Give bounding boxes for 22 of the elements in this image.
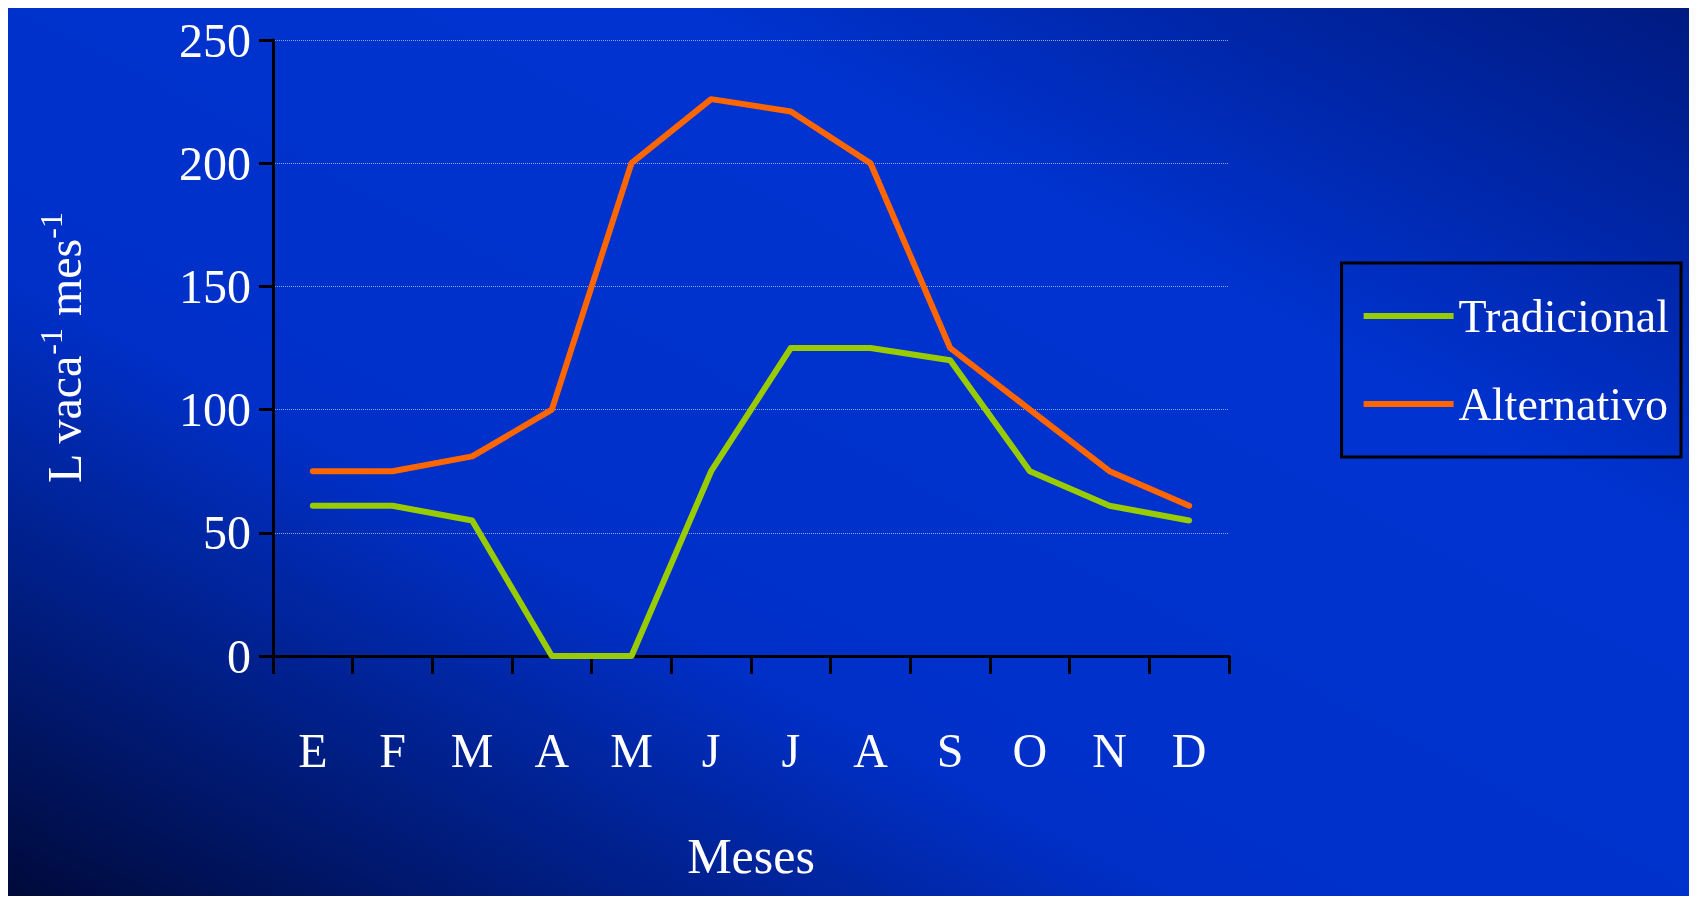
x-tick-label: M bbox=[450, 723, 494, 777]
legend-label: Alternativo bbox=[1458, 378, 1669, 430]
x-tick-label: E bbox=[298, 723, 328, 777]
y-tick-label: 100 bbox=[179, 383, 251, 437]
legend-label: Tradicional bbox=[1458, 290, 1670, 342]
x-axis-title: Meses bbox=[687, 828, 815, 884]
x-tick-label: J bbox=[701, 723, 721, 777]
x-tick-label: F bbox=[379, 723, 406, 777]
y-tick-label: 200 bbox=[179, 136, 251, 190]
x-tick-label: S bbox=[936, 723, 964, 777]
y-tick-label: 150 bbox=[179, 259, 251, 313]
x-tick-label: O bbox=[1012, 723, 1048, 777]
y-tick-label: 0 bbox=[227, 629, 251, 683]
x-tick-label: A bbox=[534, 723, 570, 777]
x-tick-label: D bbox=[1171, 723, 1207, 777]
y-tick-label: 50 bbox=[203, 506, 251, 560]
x-tick-label: N bbox=[1092, 723, 1127, 777]
y-axis-title: L vaca-1 mes-1 bbox=[33, 212, 91, 484]
x-tick-label: M bbox=[610, 723, 653, 777]
x-tick-label: J bbox=[781, 723, 801, 777]
y-tick-label: 250 bbox=[179, 13, 251, 67]
x-tick-label: A bbox=[853, 723, 889, 777]
